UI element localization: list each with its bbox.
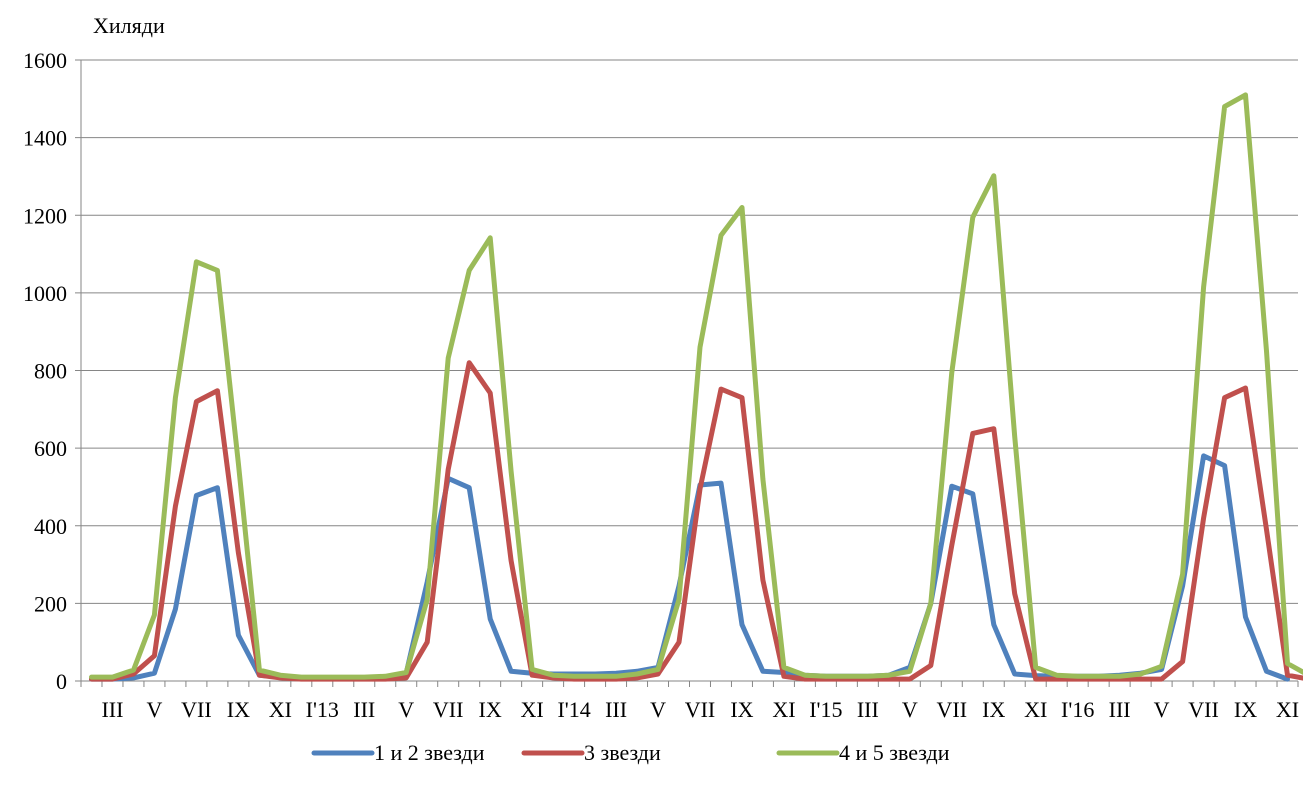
x-tick-label: V [1154,697,1170,722]
y-tick-label: 1200 [23,203,67,228]
x-tick-label: V [650,697,666,722]
x-tick-label: I'13 [306,697,339,722]
x-tick-label: III [1109,697,1131,722]
x-tick-label: VII [181,697,212,722]
x-tick-label: III [353,697,375,722]
x-tick-label: IX [227,697,250,722]
x-tick-label: XI [1024,697,1047,722]
x-tick-label: I'15 [809,697,842,722]
series-line-3 [92,95,1303,677]
x-tick-label: VII [433,697,464,722]
x-tick-label: IX [730,697,753,722]
y-tick-label: 200 [34,591,67,616]
tick-labels: 0 200 400 600 800 1000 1200 1400 1600 III V VII IX XI… [23,48,1299,722]
x-tick-label: IX [1234,697,1257,722]
x-tick-label: V [902,697,918,722]
legend: 1 и 2 звезди 3 звезди 4 и 5 звезди [314,740,950,765]
x-tick-label: IX [982,697,1005,722]
series-lines [92,95,1303,679]
x-tick-label: I'14 [557,697,590,722]
x-tick-label: XI [1276,697,1299,722]
x-tick-label: XI [521,697,544,722]
x-tick-label: VII [937,697,968,722]
y-tick-label: 1000 [23,281,67,306]
gridlines [81,60,1298,603]
y-tick-label: 600 [34,436,67,461]
y-tick-label: 1600 [23,48,67,73]
x-tick-label: IX [479,697,502,722]
x-tick-label: XI [772,697,795,722]
legend-label: 3 звезди [584,740,661,765]
x-tick-label: III [605,697,627,722]
x-tick-label: III [857,697,879,722]
y-unit-label: Хиляди [93,13,165,38]
x-tick-label: VII [685,697,716,722]
x-tick-label: I'16 [1061,697,1094,722]
x-tick-label: V [146,697,162,722]
legend-label: 1 и 2 звезди [374,740,485,765]
x-tick-label: V [398,697,414,722]
y-tick-label: 800 [34,359,67,384]
x-tick-label: III [101,697,123,722]
x-tick-label: XI [269,697,292,722]
y-tick-label: 400 [34,514,67,539]
y-tick-label: 0 [56,669,67,694]
y-tick-label: 1400 [23,126,67,151]
x-tick-label: VII [1188,697,1219,722]
legend-label: 4 и 5 звезди [839,740,950,765]
